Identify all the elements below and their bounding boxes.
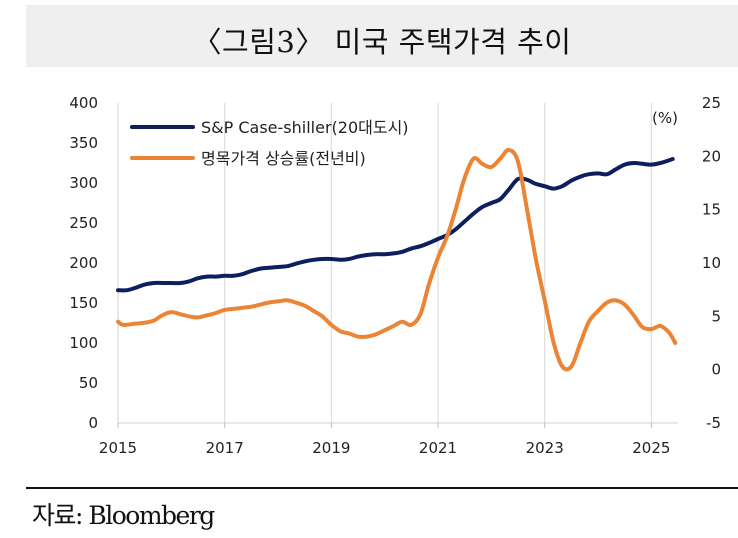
axes: 2015 2017 2019 2021 2023 20254003503002502001… bbox=[69, 94, 721, 457]
y-right-tick-label: 20 bbox=[702, 147, 721, 165]
chart-canvas: 2015 2017 2019 2021 2023 20254003503002502001… bbox=[69, 94, 721, 457]
y-left-tick-label: 150 bbox=[69, 294, 98, 312]
y-left-tick-label: 0 bbox=[88, 414, 98, 432]
y-left-tick-label: 200 bbox=[69, 254, 98, 272]
x-tick-label: 2023 bbox=[526, 439, 564, 457]
y-left-tick-label: 100 bbox=[69, 334, 98, 352]
y-right-tick-label: -5 bbox=[706, 414, 721, 432]
y-right-tick-label: 15 bbox=[702, 201, 721, 219]
y-right-tick-label: 0 bbox=[711, 361, 721, 379]
y-right-unit-label: (%) bbox=[652, 109, 678, 127]
chart-title: 〈그림3〉 미국 주택가격 추이 bbox=[192, 25, 572, 59]
legend: S&P Case-shiller(20대도시) 명목가격 상승률(전년비) bbox=[130, 118, 409, 168]
plot-area bbox=[117, 103, 652, 423]
y-left-tick-label: 50 bbox=[79, 374, 98, 392]
series-line-yoy-growth bbox=[116, 147, 678, 372]
source-note: 자료: Bloomberg bbox=[32, 501, 215, 530]
y-left-tick-label: 400 bbox=[69, 94, 98, 112]
series-lines bbox=[116, 147, 678, 372]
x-tick-label: 2017 bbox=[206, 439, 244, 457]
title-band: 〈그림3〉 미국 주택가격 추이 bbox=[26, 5, 738, 67]
legend-label: 명목가격 상승률(전년비) bbox=[201, 149, 366, 168]
x-tick-label: 2025 bbox=[632, 439, 670, 457]
footer-divider bbox=[26, 487, 738, 489]
y-right-tick-label: 5 bbox=[711, 307, 721, 325]
y-left-tick-label: 300 bbox=[69, 174, 98, 192]
y-right-tick-label: 10 bbox=[702, 254, 721, 272]
series-line-case-shiller bbox=[116, 157, 675, 293]
y-left-tick-label: 350 bbox=[69, 134, 98, 152]
y-right-tick-label: 25 bbox=[702, 94, 721, 112]
y-left-tick-label: 250 bbox=[69, 214, 98, 232]
x-tick-label: 2021 bbox=[419, 439, 457, 457]
x-tick-label: 2015 bbox=[99, 439, 137, 457]
legend-label: S&P Case-shiller(20대도시) bbox=[201, 118, 409, 137]
x-tick-label: 2019 bbox=[312, 439, 350, 457]
